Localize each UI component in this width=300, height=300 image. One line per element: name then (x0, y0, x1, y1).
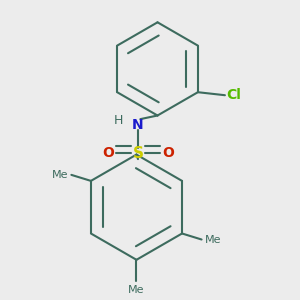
Text: N: N (132, 118, 144, 131)
Text: Me: Me (205, 235, 221, 244)
Text: O: O (162, 146, 174, 160)
Text: Me: Me (128, 285, 145, 295)
Text: O: O (102, 146, 114, 160)
Text: Me: Me (52, 170, 68, 180)
Text: S: S (133, 146, 143, 160)
Text: Cl: Cl (226, 88, 241, 102)
Text: H: H (114, 113, 123, 127)
